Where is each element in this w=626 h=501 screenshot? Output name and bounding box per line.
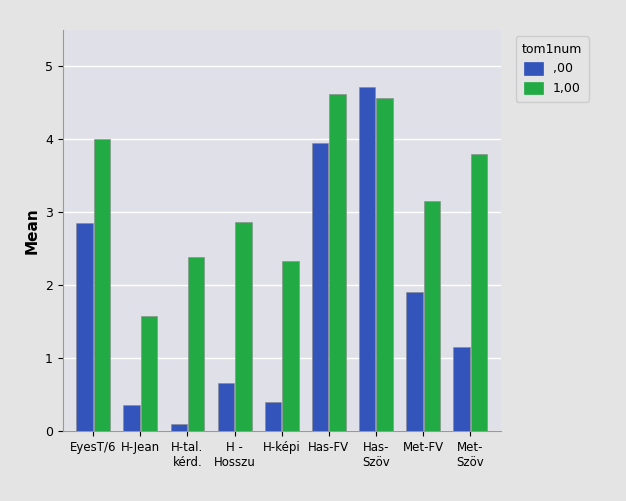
Bar <box>94 139 110 431</box>
Bar <box>76 223 93 431</box>
Bar <box>406 293 423 431</box>
Bar <box>329 94 346 431</box>
Bar <box>359 87 376 431</box>
Bar <box>141 316 157 431</box>
Bar <box>218 383 234 431</box>
Bar <box>188 258 205 431</box>
Bar <box>282 261 299 431</box>
Bar <box>312 143 329 431</box>
Bar <box>123 405 140 431</box>
Bar <box>471 154 487 431</box>
Bar <box>170 423 187 431</box>
Bar <box>424 201 440 431</box>
Legend: ,00, 1,00: ,00, 1,00 <box>516 36 588 102</box>
Bar <box>235 222 252 431</box>
Bar <box>376 98 393 431</box>
Y-axis label: Mean: Mean <box>24 207 39 254</box>
Bar <box>265 402 281 431</box>
Bar <box>453 347 470 431</box>
